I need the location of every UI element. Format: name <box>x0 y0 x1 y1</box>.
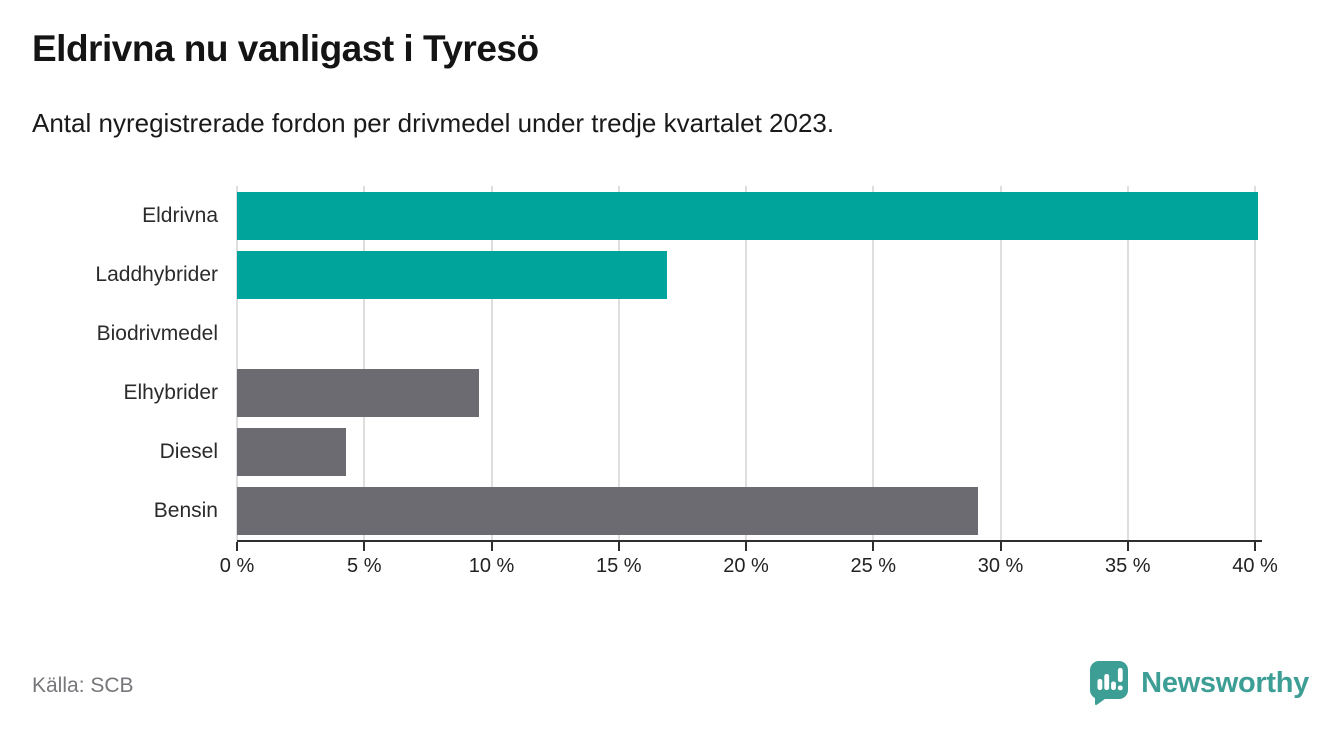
gridline <box>236 186 238 541</box>
x-axis-line <box>237 540 1262 542</box>
axis-tick <box>363 542 366 551</box>
category-label: Diesel <box>159 440 218 464</box>
gridline <box>490 186 493 541</box>
category-label: Bensin <box>153 499 218 523</box>
gridline <box>363 186 366 541</box>
newsworthy-logo: Newsworthy <box>1088 659 1309 707</box>
gridline <box>745 186 747 541</box>
axis-tick-label: 20 % <box>723 555 769 577</box>
axis-tick-label: 0 % <box>219 555 255 577</box>
axis-tick <box>236 542 238 551</box>
chart-subtitle: Antal nyregistrerade fordon per drivmede… <box>32 108 835 138</box>
gridline <box>999 186 1002 541</box>
bar-diesel <box>237 428 347 477</box>
page-title: Eldrivna nu vanligast i Tyresö <box>32 28 539 69</box>
axis-tick <box>1254 542 1256 551</box>
axis-tick-label: 30 % <box>977 555 1024 577</box>
source-attribution: Källa: SCB <box>32 674 134 697</box>
category-label: Laddhybrider <box>95 262 218 286</box>
axis-tick-label: 40 % <box>1232 555 1278 577</box>
axis-tick-label: 10 % <box>468 555 515 577</box>
bar-elhybrider <box>237 369 479 418</box>
category-label: Elhybrider <box>123 381 218 405</box>
axis-tick <box>617 542 620 551</box>
gridline <box>617 186 620 541</box>
axis-tick <box>872 542 875 551</box>
x-axis: 0 % 5 % 10 % 15 % 20 % 25 % 30 % 35 % 40 % <box>220 540 1278 585</box>
axis-tick <box>745 542 747 551</box>
axis-tick <box>999 542 1002 551</box>
category-label: Eldrivna <box>142 203 218 227</box>
gridline <box>1126 186 1129 541</box>
newsworthy-logo-icon <box>1088 659 1130 707</box>
bar-eldrivna <box>237 191 1258 240</box>
category-labels: Eldrivna Laddhybrider Biodrivmedel Elhybrid… <box>0 186 218 541</box>
axis-tick-label: 5 % <box>347 555 382 577</box>
axis-tick-label: 15 % <box>595 555 642 577</box>
bar-bensin <box>237 487 978 536</box>
gridline <box>872 186 875 541</box>
plot-area <box>236 186 1258 541</box>
axis-tick <box>1126 542 1129 551</box>
bar-laddhybrider <box>237 250 668 299</box>
axis-tick-label: 35 % <box>1104 555 1151 577</box>
axis-tick <box>490 542 493 551</box>
newsworthy-logo-text: Newsworthy <box>1141 666 1309 699</box>
gridline <box>1254 186 1256 541</box>
axis-tick-label: 25 % <box>850 555 897 577</box>
category-label: Biodrivmedel <box>96 321 218 345</box>
